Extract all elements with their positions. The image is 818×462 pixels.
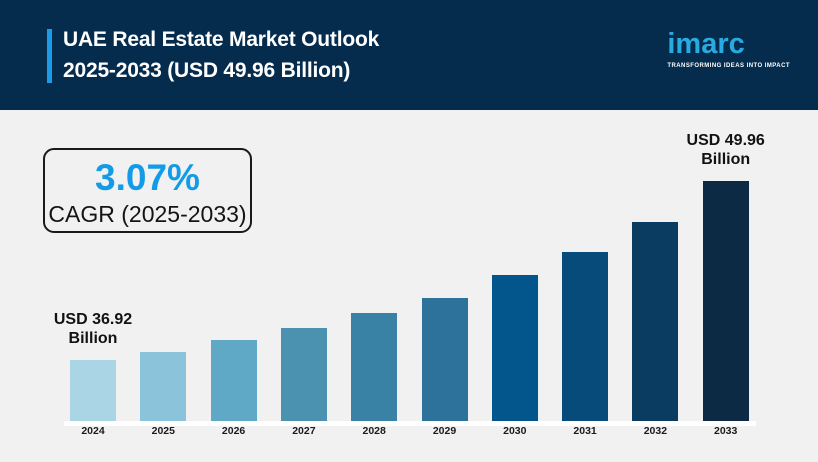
value-label-2024-unit: Billion (68, 330, 118, 347)
x-axis-label-2025: 2025 (151, 425, 175, 437)
imarc-tagline: TRANSFORMING IDEAS INTO IMPACT (667, 63, 790, 69)
bar-2028 (351, 313, 398, 421)
x-axis-label-2031: 2031 (573, 425, 597, 437)
x-axis-label-2033: 2033 (714, 425, 738, 437)
x-axis-label-2032: 2032 (643, 425, 668, 437)
header-bar: UAE Real Estate Market Outlook 2025-2033… (0, 0, 818, 110)
x-axis-label-2024: 2024 (81, 425, 105, 437)
bar-2029 (421, 298, 468, 421)
report-title: UAE Real Estate Market Outlook 2025-2033… (63, 24, 379, 86)
value-label-2024: USD 36.92 Billion (54, 310, 132, 348)
bar-2031 (562, 252, 609, 421)
x-axis-label-2030: 2030 (503, 425, 527, 437)
x-axis-label-2027: 2027 (292, 425, 316, 437)
title-line-2: 2025-2033 (USD 49.96 Billion) (63, 59, 351, 82)
value-label-2033: USD 49.96 Billion (687, 131, 765, 169)
x-axis-label-2028: 2028 (362, 425, 386, 437)
bar-2032 (632, 222, 679, 421)
imarc-wordmark: imarc (667, 28, 745, 60)
title-accent-bar (47, 29, 52, 83)
cagr-label: CAGR (2025-2033) (48, 201, 247, 227)
value-label-2033-amount: USD 49.96 (686, 132, 765, 149)
bar-2033 (702, 181, 749, 421)
bar-2027 (280, 328, 327, 421)
x-axis-label-2026: 2026 (221, 425, 246, 437)
cagr-badge: 3.07% CAGR (2025-2033) (43, 148, 252, 233)
bar-2024 (70, 360, 116, 421)
title-line-1: UAE Real Estate Market Outlook (63, 28, 380, 51)
value-label-2024-amount: USD 36.92 (53, 311, 133, 328)
x-axis-label-2029: 2029 (432, 425, 457, 437)
bar-2025 (140, 352, 187, 421)
bar-2030 (491, 275, 538, 421)
bar-chart: 2024 2025 2026 2027 2028 2029 2030 2031 2032 2033… (0, 110, 818, 462)
cagr-value: 3.07% (95, 157, 200, 198)
x-axis-line (64, 421, 756, 426)
value-label-2033-unit: Billion (701, 151, 751, 168)
imarc-logo: imarc TRANSFORMING IDEAS INTO IMPACT (667, 27, 790, 69)
bar-2026 (210, 340, 257, 421)
